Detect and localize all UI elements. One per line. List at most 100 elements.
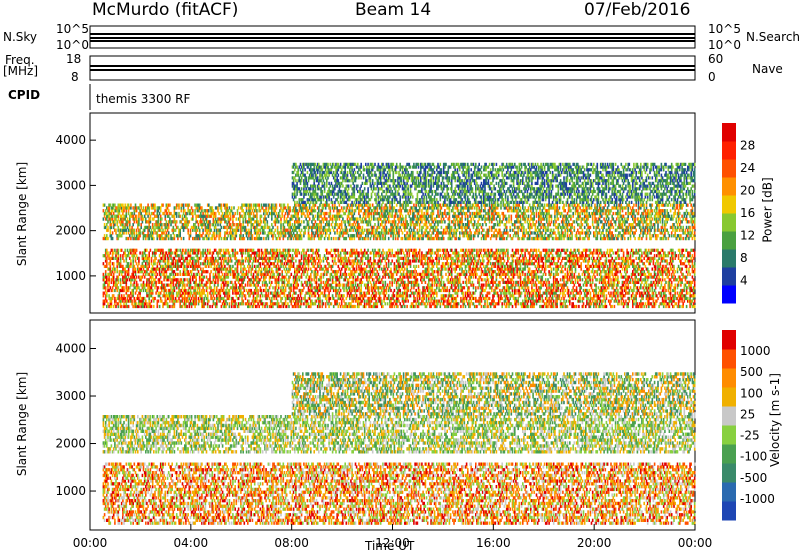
data-cell [301,297,303,300]
data-cell [370,257,372,260]
data-cell [358,251,360,254]
data-cell [179,270,181,273]
data-cell [368,286,370,289]
data-cell [419,249,421,252]
data-cell [123,259,125,262]
data-cell [343,294,345,297]
data-cell [499,281,501,284]
data-cell [226,302,228,305]
data-cell [242,249,244,252]
data-cell [568,289,570,292]
data-cell [501,297,503,300]
data-cell [203,276,205,279]
data-cell [553,300,555,303]
data-cell [566,300,568,303]
data-cell [381,300,383,303]
data-cell [155,281,157,284]
data-cell [320,259,322,262]
data-cell [375,292,377,295]
data-cell [387,302,389,305]
data-cell [385,281,387,284]
data-cell [123,286,125,289]
data-cell [343,284,345,287]
data-cell [159,305,161,308]
data-cell [318,249,320,252]
data-cell [415,265,417,268]
data-cell [279,273,281,276]
data-cell [364,300,366,303]
data-cell [389,281,391,284]
data-cell [466,270,468,273]
data-cell [323,302,325,305]
data-cell [277,249,279,252]
data-cell [139,251,141,254]
data-cell [407,300,409,303]
data-cell [543,262,545,265]
data-cell [262,294,264,297]
data-cell [512,305,514,308]
data-cell [151,305,153,308]
data-cell [157,273,159,276]
data-cell [440,249,442,252]
data-cell [489,297,491,300]
data-cell [446,286,448,289]
data-cell [482,278,484,281]
data-cell [232,249,234,252]
data-cell [293,257,295,260]
top-panel-lines [90,34,695,70]
data-cell [207,292,209,295]
data-cell [205,249,207,252]
data-cell [113,262,115,265]
data-cell [489,292,491,295]
data-cell [364,262,366,265]
data-cell [303,286,305,289]
data-cell [558,273,560,276]
data-cell [346,273,348,276]
data-cell [311,270,313,273]
data-cell [458,302,460,305]
data-cell [383,251,385,254]
data-cell [128,305,130,308]
data-cell [273,273,275,276]
data-cell [154,297,156,300]
data-cell [397,305,399,308]
data-cell [332,254,334,257]
data-cell [551,268,553,271]
data-cell [146,249,148,252]
data-cell [538,276,540,279]
data-cell [209,305,211,308]
data-cell [553,268,555,271]
data-cell [205,302,207,305]
data-cell [221,249,223,252]
data-cell [136,276,138,279]
data-cell [474,249,476,252]
data-cell [272,286,274,289]
data-cell [330,297,332,300]
data-cell [388,259,390,262]
data-cell [340,289,342,292]
data-cell [135,268,137,271]
data-cell [465,305,467,308]
data-cell [242,259,244,262]
data-cell [333,281,335,284]
data-cell [158,300,160,303]
data-cell [120,278,122,281]
data-cell [404,268,406,271]
data-cell [434,262,436,265]
data-cell [178,254,180,257]
data-cell [347,251,349,254]
data-cell [567,249,569,252]
data-cell [232,265,234,268]
data-cell [444,284,446,287]
data-cell [406,305,408,308]
data-cell [267,284,269,287]
data-cell [207,286,209,289]
data-cell [390,289,392,292]
data-cell [462,292,464,295]
data-cell [473,284,475,287]
data-cell [260,262,262,265]
data-cell [281,270,283,273]
data-cell [171,251,173,254]
data-cell [418,284,420,287]
data-cell [331,249,333,252]
